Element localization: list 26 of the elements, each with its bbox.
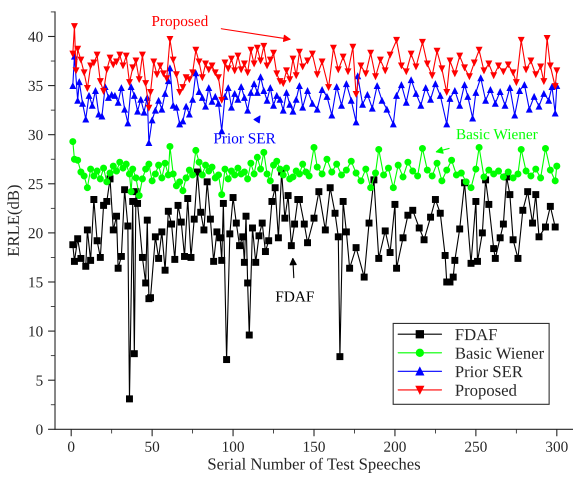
y-tick-label: 5: [36, 375, 43, 386]
x-tick-label: 0: [68, 442, 74, 452]
x-tick-label: 100: [222, 442, 244, 452]
legend-label: FDAF: [455, 329, 497, 340]
annotation: Basic Wiener: [456, 129, 538, 140]
y-tick-label: 35: [28, 80, 43, 92]
y-tick-label: 0: [36, 424, 43, 435]
legend-label: Proposed: [455, 384, 517, 400]
x-tick-label: 300: [546, 442, 568, 452]
x-tick-label: 200: [384, 442, 406, 452]
y-axis-title: ERLE(dB): [7, 185, 22, 256]
legend-label: Prior SER: [455, 366, 523, 378]
y-tick-label: 20: [28, 228, 43, 238]
y-tick-label: 40: [28, 32, 43, 42]
x-tick-label: 150: [304, 442, 325, 452]
y-tick-label: 30: [28, 130, 43, 140]
y-tick-label: 10: [29, 326, 43, 337]
y-tick-label: 25: [28, 178, 43, 190]
x-tick-label: 250: [465, 442, 487, 452]
x-tick-label: 50: [145, 442, 160, 452]
annotation: Prior SER: [214, 133, 276, 144]
x-axis-title: Serial Number of Test Speeches: [208, 458, 420, 474]
legend-label: Basic Wiener: [455, 348, 544, 359]
annotation: Proposed: [152, 15, 208, 30]
annotation: FDAF: [276, 291, 314, 302]
y-tick-label: 15: [29, 277, 43, 288]
